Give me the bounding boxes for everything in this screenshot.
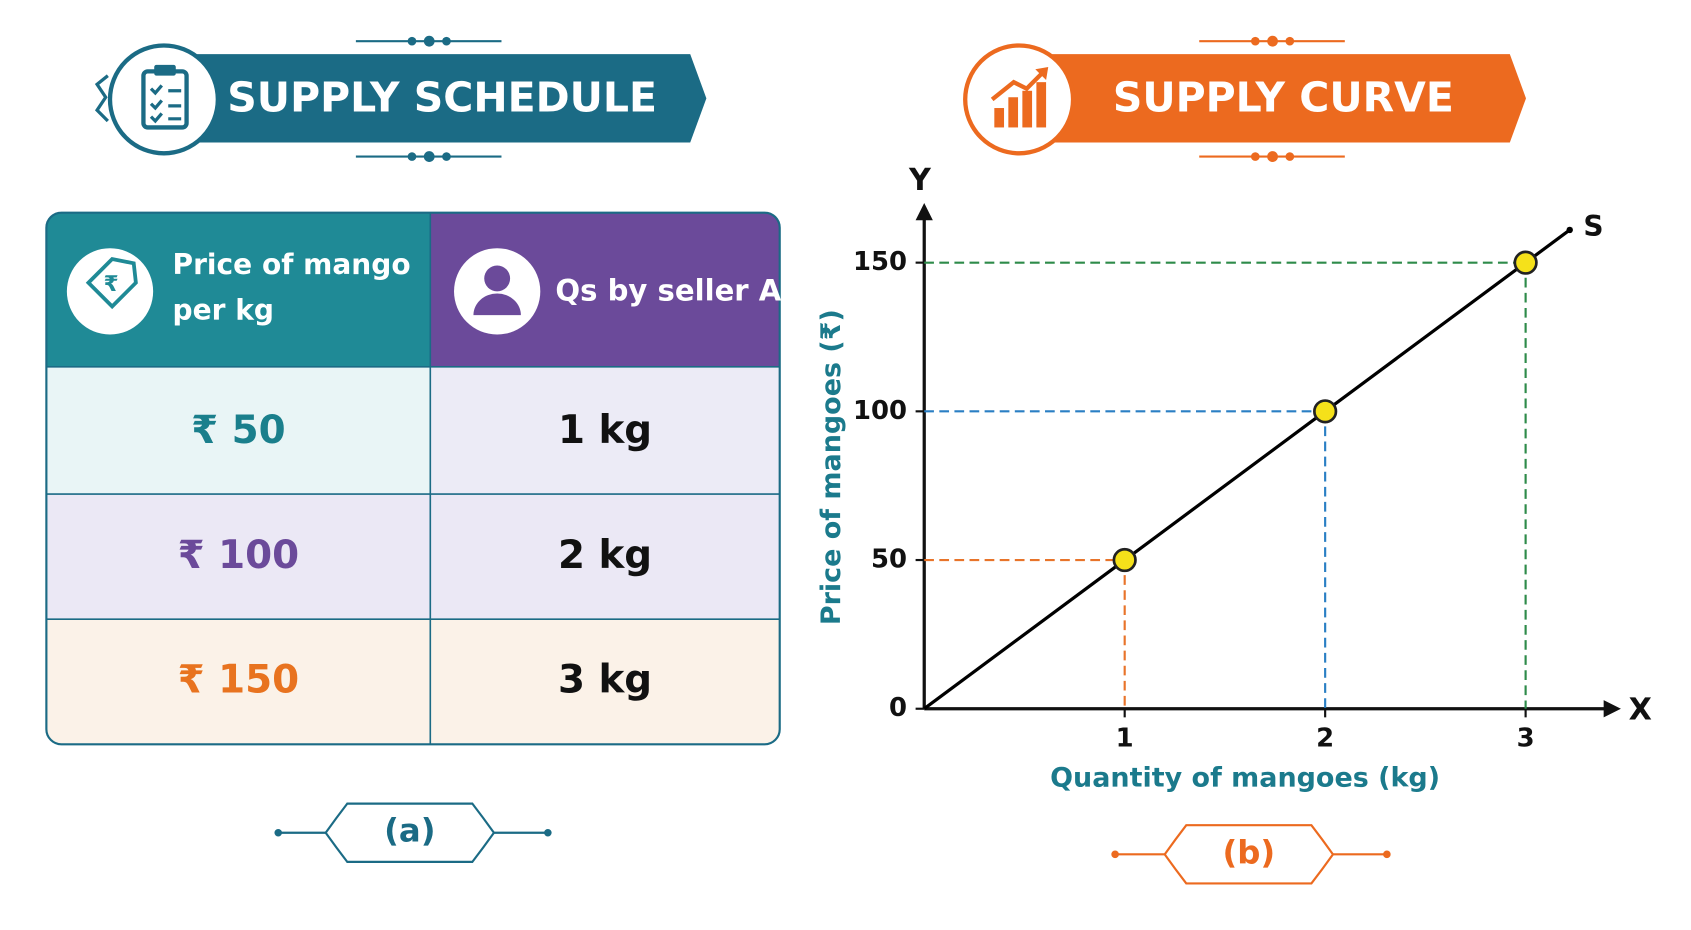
x-tick-label: 2 <box>1316 723 1334 753</box>
table-cell: ₹ 50 <box>191 408 286 453</box>
x-axis-label: Quantity of mangoes (kg) <box>1050 762 1440 793</box>
schedule-banner: SUPPLY SCHEDULE <box>94 35 707 162</box>
x-tick-label: 3 <box>1517 723 1535 753</box>
caption: (b) <box>1222 833 1275 871</box>
x-tick-label: 1 <box>1116 723 1134 753</box>
caption-a: (a) <box>274 802 552 863</box>
y-arrow <box>915 202 933 221</box>
series-label: S <box>1583 210 1603 243</box>
y-tick-label: 0 <box>889 693 907 723</box>
point <box>1112 547 1137 573</box>
curve-end <box>1566 226 1573 234</box>
table-cell: 3 kg <box>558 657 652 702</box>
caption-b: (b) <box>1111 824 1391 885</box>
svg-text:₹: ₹ <box>104 272 119 297</box>
supply-chart: X Y Quantity of mangoes (kg) Price of mango… <box>816 163 1652 793</box>
x-arrow <box>1603 700 1621 718</box>
curve-title: SUPPLY CURVE <box>1113 73 1454 121</box>
y-tick-label: 100 <box>853 396 907 426</box>
y-tick-label: 150 <box>853 247 907 277</box>
point <box>1313 399 1338 424</box>
schedule-table: ₹ Price of mango per kg Qs by seller A ₹… <box>45 211 782 746</box>
y-tick-label: 50 <box>871 545 907 575</box>
table-cell: 2 kg <box>558 533 652 578</box>
table-cell: ₹ 100 <box>178 533 300 578</box>
table-cell: ₹ 150 <box>178 657 300 702</box>
caption: (a) <box>384 812 435 850</box>
y-axis-label: Price of mangoes (₹) <box>816 309 847 625</box>
column-header: Price of mango per kg <box>172 249 411 327</box>
curve-extension <box>923 558 1126 711</box>
table-cell: 1 kg <box>558 408 652 453</box>
x-axis-name: X <box>1629 692 1652 727</box>
schedule-title: SUPPLY SCHEDULE <box>227 73 657 121</box>
point <box>1513 250 1538 275</box>
y-axis-name: Y <box>908 163 932 198</box>
curve-banner: SUPPLY CURVE <box>963 35 1526 162</box>
header-text: Price of mango per kg <box>172 249 411 327</box>
column-header: Qs by seller A <box>555 273 781 307</box>
